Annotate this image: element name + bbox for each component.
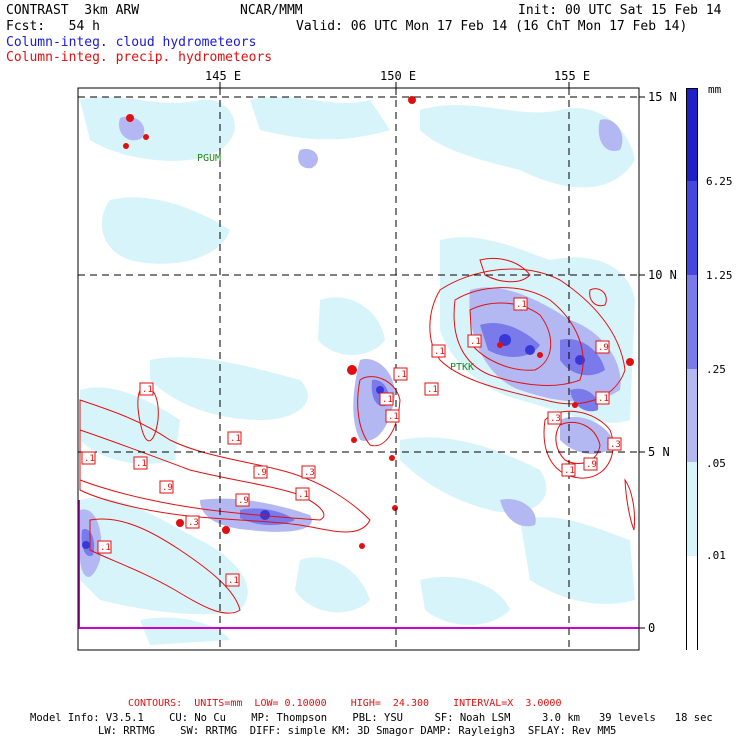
cloud-field-label: Column-integ. cloud hydrometeors (6, 35, 257, 50)
colorbar-seg-5 (687, 462, 697, 556)
contour-label: .1 (100, 543, 111, 553)
contour-label-box (97, 540, 112, 554)
contour-info: CONTOURS: UNITS=mm LOW= 0.10000 HIGH= 24… (128, 698, 562, 709)
contour-label-box (379, 392, 394, 406)
contour-label-box (393, 367, 408, 381)
contour-label: .1 (516, 300, 527, 310)
colorbar-seg-6 (687, 556, 697, 651)
contour-label: .1 (84, 454, 95, 464)
contour-label-box (253, 465, 268, 479)
lat-label-10: 10 N (648, 268, 677, 282)
contour-label-box (235, 493, 250, 507)
contour-label-box (81, 451, 96, 465)
colorbar-label-1.25: 1.25 (706, 269, 733, 282)
contour-label: .1 (598, 394, 609, 404)
contour-label-box (185, 515, 200, 529)
contour-label-box (225, 573, 240, 587)
contour-label: .1 (564, 466, 575, 476)
contour-label-box (295, 487, 310, 501)
axis-ticks (219, 82, 645, 629)
hydrometeor-map: 145 E 150 E 155 E 15 N 10 N 5 N 0 PGUM P… (77, 69, 677, 651)
contour-label: .1 (470, 337, 481, 347)
contour-label: .3 (304, 468, 315, 478)
contour-label: .9 (238, 496, 249, 506)
contour-label: .9 (162, 483, 173, 493)
contour-label: .1 (382, 395, 393, 405)
contour-label-box (159, 480, 174, 494)
contour-label: .1 (298, 490, 309, 500)
contour-label-box (139, 382, 154, 396)
lat-label-15: 15 N (648, 90, 677, 104)
init-time: Init: 00 UTC Sat 15 Feb 14 (518, 3, 722, 18)
contour-label: .9 (598, 343, 609, 353)
contour-label: .1 (396, 370, 407, 380)
contour-label-box (595, 340, 610, 354)
station-pgum: PGUM (197, 153, 221, 164)
precip-field-label: Column-integ. precip. hydrometeors (6, 50, 273, 65)
contour-label: .1 (388, 412, 399, 422)
lon-label-145: 145 E (205, 69, 241, 83)
map-frame (77, 87, 640, 651)
forecast-hour: Fcst: 54 h (6, 19, 100, 34)
colorbar-unit: mm (708, 83, 722, 96)
contour-label-box (467, 334, 482, 348)
lat-label-5: 5 N (648, 445, 670, 459)
org-label: NCAR/MMM (240, 3, 303, 18)
contour-label-box (595, 391, 610, 405)
contour-label-group: .1 .1 .1 .1 .9 .1 .9 .3 .9 .1 .3 .1 .1 .1 .1 .1 .1 .1 .9 .3… (81, 297, 622, 587)
contour-label: .1 (142, 385, 153, 395)
colorbar-label-.05: .05 (706, 457, 726, 470)
precip-contours (79, 257, 635, 614)
model-title: CONTRAST 3km ARW (6, 3, 140, 18)
contour-label-box (607, 437, 622, 451)
colorbar-label-.01: .01 (706, 549, 726, 562)
valid-time: Valid: 06 UTC Mon 17 Feb 14 (16 ChT Mon … (296, 19, 688, 34)
contour-label-box (513, 297, 528, 311)
contour-label: .9 (256, 468, 267, 478)
colorbar-label-.25: .25 (706, 363, 726, 376)
contour-label: .3 (610, 440, 621, 450)
lat-label-0: 0 (648, 621, 655, 635)
contour-label-box (133, 456, 148, 470)
colorbar-seg-4 (687, 369, 697, 462)
colorbar-seg-3 (687, 275, 697, 369)
contour-label-box (431, 344, 446, 358)
contour-label-box (583, 457, 598, 471)
contour-label: .1 (230, 434, 241, 444)
contour-label-box (547, 411, 562, 425)
model-info-line-2: LW: RRTMG SW: RRTMG DIFF: simple KM: 3D … (98, 725, 617, 737)
colorbar-seg-1 (687, 89, 697, 181)
contour-label-box (227, 431, 242, 445)
contour-label-box (424, 382, 439, 396)
lon-label-155: 155 E (554, 69, 590, 83)
colorbar (686, 88, 698, 651)
contour-label: .3 (550, 414, 561, 424)
contour-label: .1 (427, 385, 438, 395)
contour-label: .3 (188, 518, 199, 528)
contour-label: .1 (136, 459, 147, 469)
lon-label-150: 150 E (380, 69, 416, 83)
contour-label: .9 (586, 460, 597, 470)
station-ptkk: PTKK (450, 362, 474, 373)
model-info-line-1: Model Info: V3.5.1 CU: No Cu MP: Thompso… (30, 712, 713, 724)
domain-boundary (78, 500, 639, 629)
colorbar-label-6.25: 6.25 (706, 175, 733, 188)
contour-label: .1 (434, 347, 445, 357)
contour-label-box (561, 463, 576, 477)
contour-label-box (301, 465, 316, 479)
colorbar-seg-2 (687, 181, 697, 275)
contour-label: .1 (228, 576, 239, 586)
contour-label-box (385, 409, 400, 423)
